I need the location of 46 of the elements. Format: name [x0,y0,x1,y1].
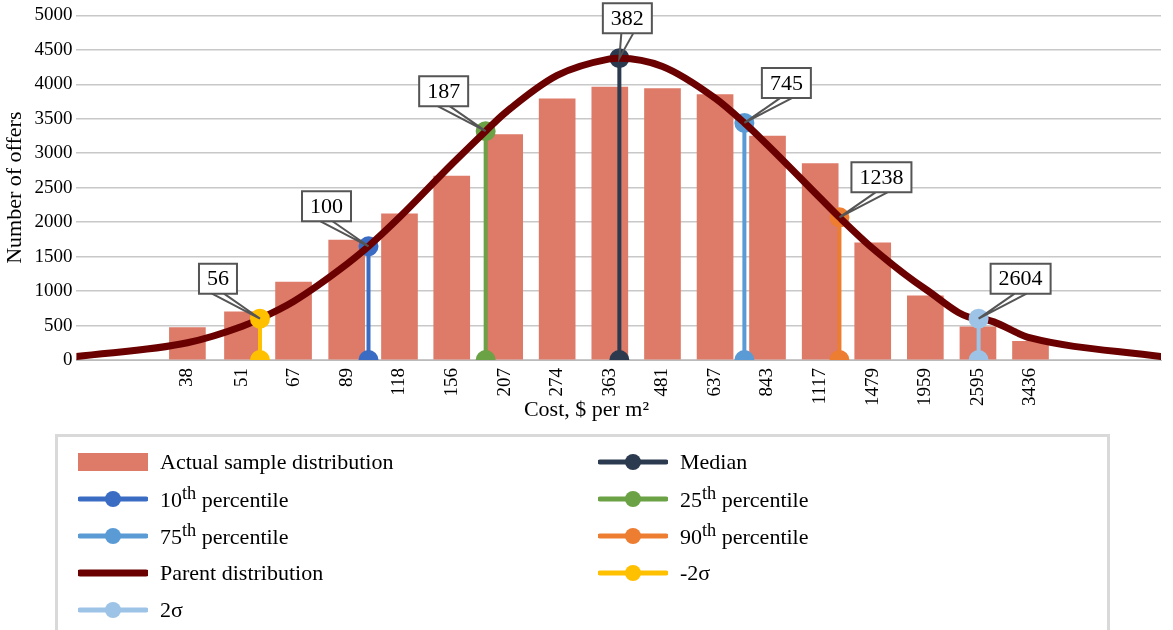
annotation: 56 [206,265,229,291]
y-tick-label: 5000 [34,3,73,25]
y-tick-label: 1000 [34,279,73,301]
y-tick-label: 0 [62,347,73,369]
y-tick-label: 3000 [34,141,73,163]
x-axis-title: Cost, $ per m² [523,396,650,421]
y-tick-label: 4000 [34,72,73,94]
x-tick-label: 89 [334,368,356,387]
legend-label: 90$^{th}$ percentile [680,520,809,551]
legend-label: Parent distribution [160,559,324,586]
x-tick-label: 38 [175,368,197,387]
legend-label: 25$^{th}$ percentile [680,483,809,514]
x-tick-label: 156 [439,368,461,397]
x-tick-label: 67 [281,368,303,387]
y-tick-label: 2000 [34,210,73,232]
annotation: 2604 [998,265,1043,291]
legend-label: -2σ [680,559,711,586]
y-tick-label: 500 [43,313,73,335]
x-tick-label: 637 [703,368,725,397]
annotation: 100 [310,193,344,219]
x-tick-label: 51 [230,368,252,387]
legend-label: 10$^{th}$ percentile [160,483,289,514]
x-tick-label: 118 [387,368,409,396]
legend-label: Median [680,448,748,475]
legend-label: 2σ [160,596,183,623]
x-tick-label: 363 [597,368,619,397]
annotation: 382 [610,4,644,30]
y-axis-title: Number of offers [0,111,26,264]
x-tick-label: 274 [545,367,567,397]
x-tick-label: 1959 [913,368,935,406]
x-tick-label: 3436 [1018,368,1040,406]
legend-label: 75$^{th}$ percentile [160,520,289,551]
x-tick-label: 207 [492,368,514,397]
legend-label: Actual sample distribution [160,448,394,475]
y-tick-label: 1500 [34,244,73,266]
y-tick-label: 3500 [34,106,73,128]
x-tick-label: 1479 [860,368,882,406]
annotation: 745 [769,69,803,95]
x-tick-label: 481 [650,368,672,397]
annotation: 187 [427,77,461,103]
y-tick-label: 4500 [34,37,73,59]
x-tick-label: 843 [755,368,777,397]
x-tick-label: 1117 [808,368,830,405]
y-tick-label: 2500 [34,175,73,197]
x-tick-label: 2595 [965,368,987,406]
annotation: 1238 [859,164,904,190]
